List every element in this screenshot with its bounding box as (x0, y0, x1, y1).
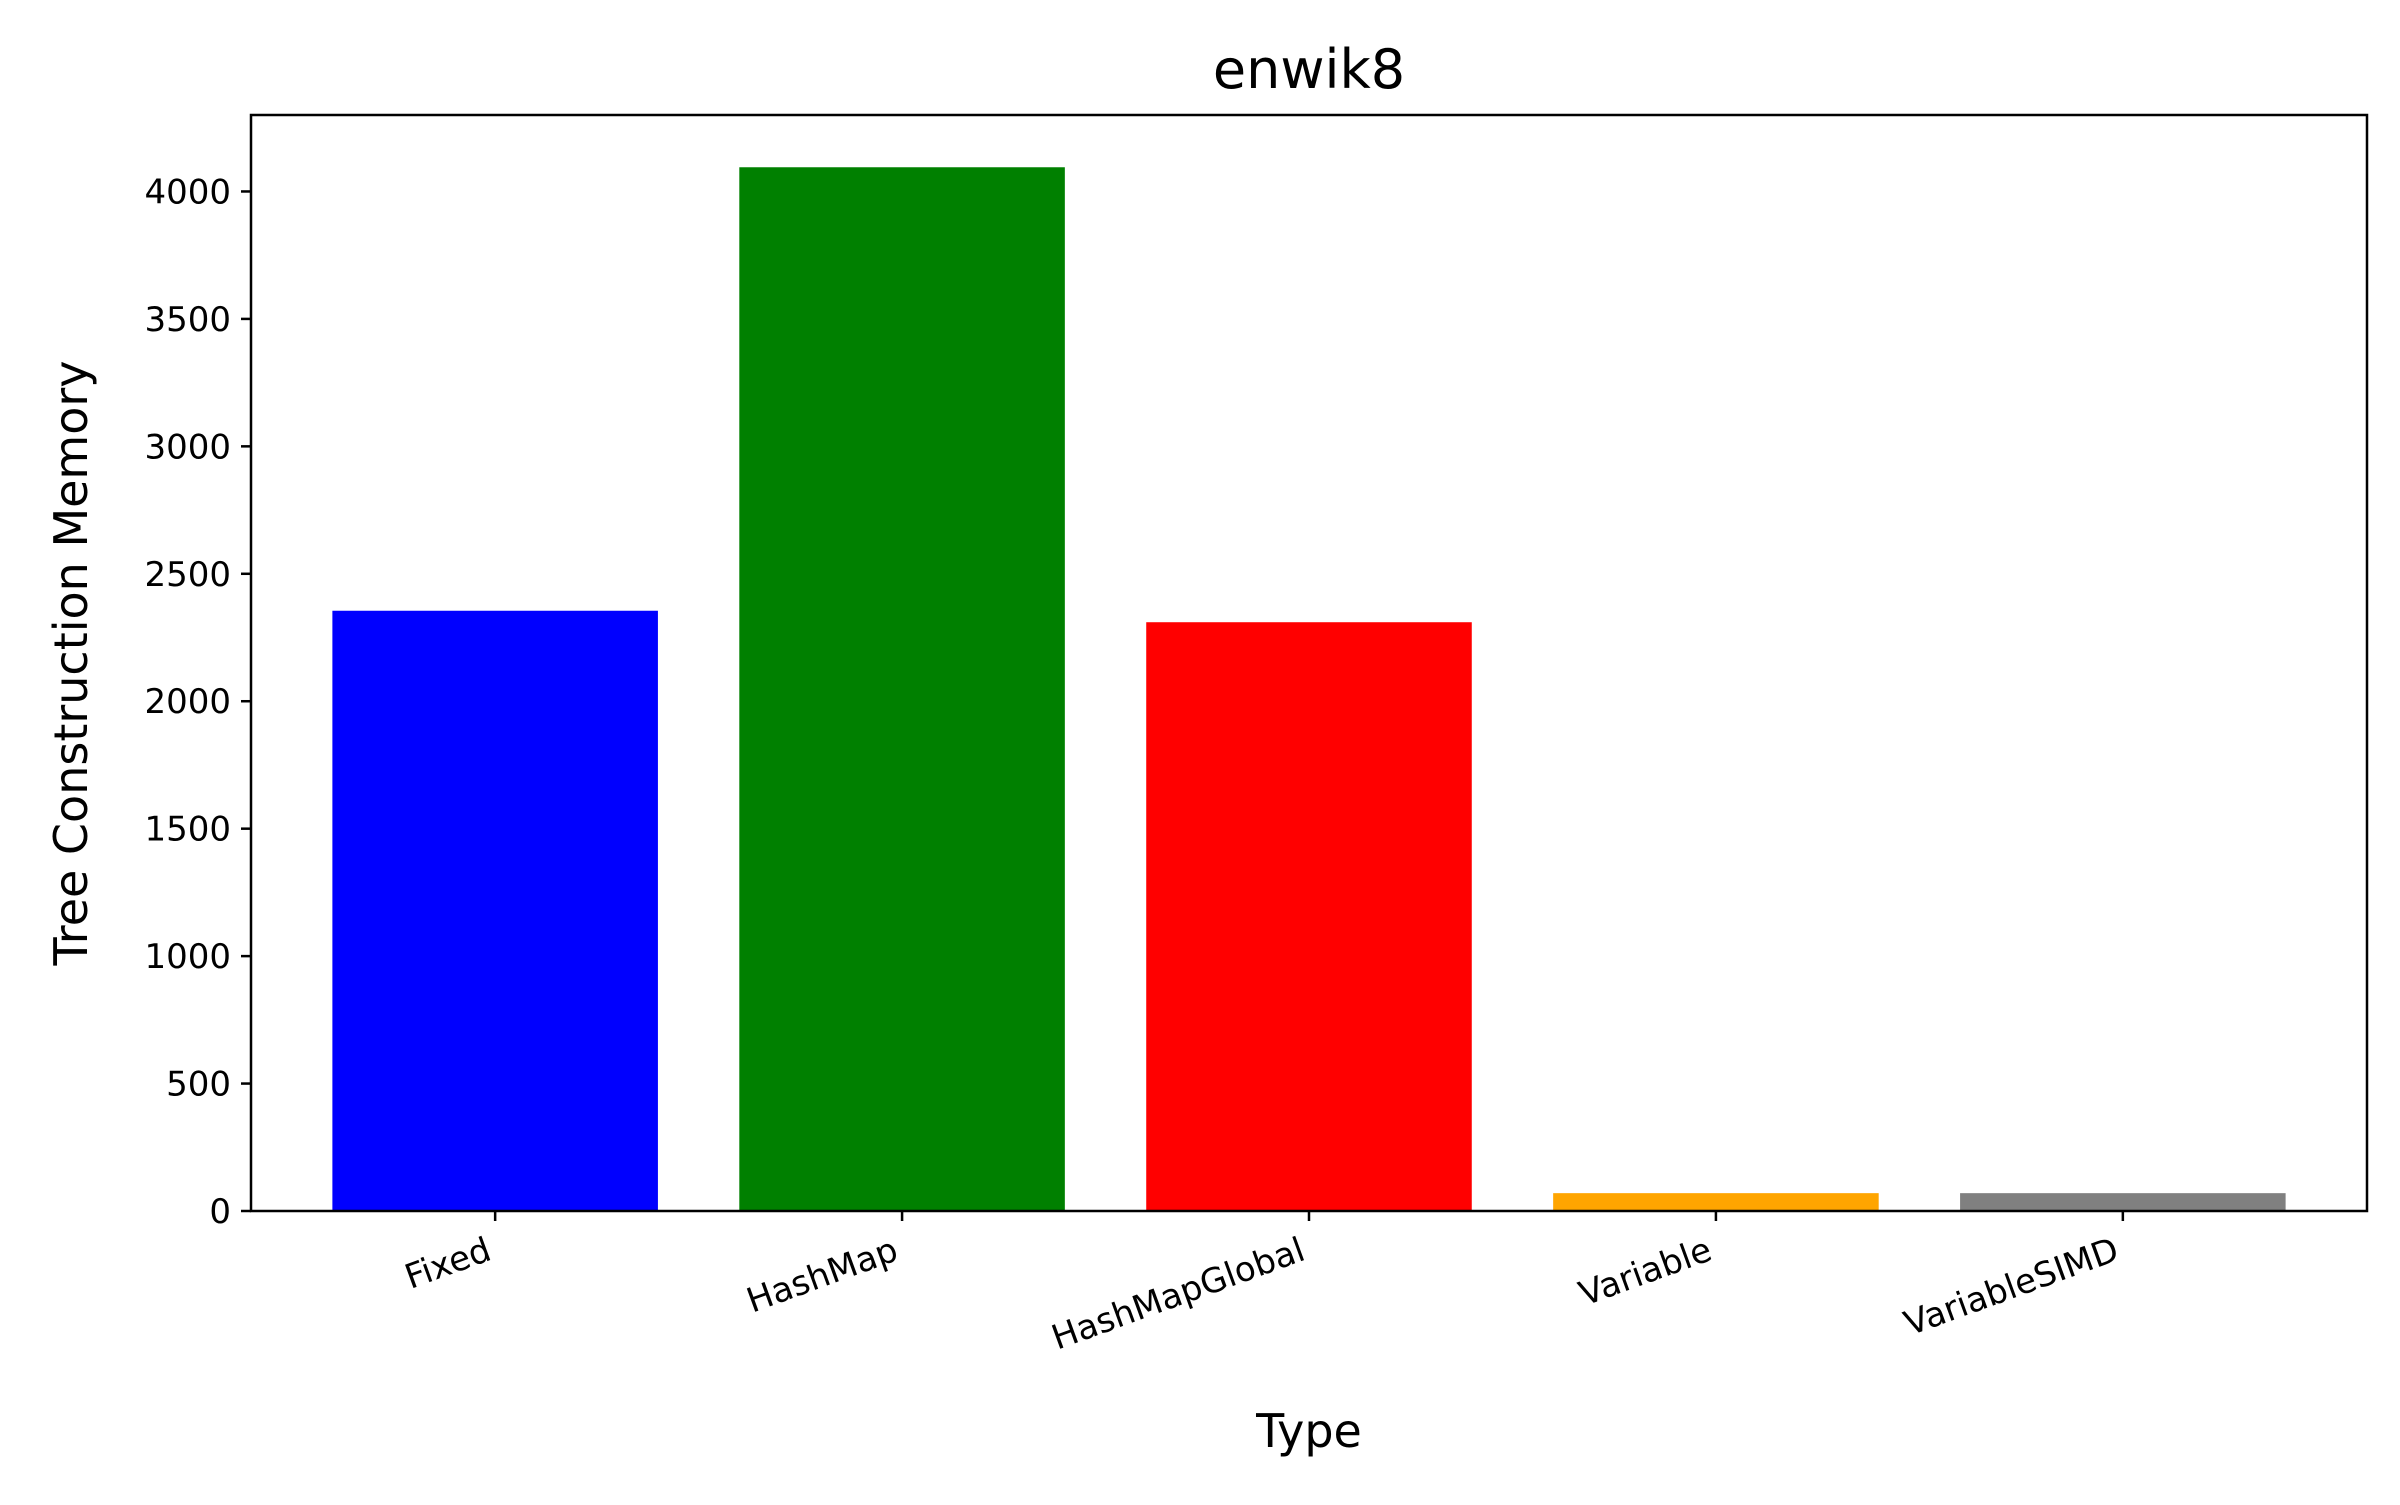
y-tick-label: 2000 (144, 682, 231, 722)
y-axis: 0 500 1000 1500 2000 2500 3000 3500 4000 (144, 172, 251, 1232)
chart-title: enwik8 (1213, 38, 1405, 101)
y-tick-label: 1000 (144, 937, 231, 977)
y-tick-label: 3500 (144, 300, 231, 340)
y-tick-label: 0 (209, 1192, 231, 1232)
bar-hashmap (739, 167, 1065, 1211)
bar-hashmapglobal (1146, 622, 1472, 1211)
y-tick-label: 3000 (144, 427, 231, 467)
bar-series (332, 167, 2286, 1211)
y-tick-label: 4000 (144, 172, 231, 212)
bar-fixed (332, 610, 658, 1211)
y-axis-label: Tree Construction Memory (44, 360, 98, 966)
y-tick-label: 1500 (144, 810, 231, 850)
y-tick-label: 2500 (144, 555, 231, 595)
bar-variable (1553, 1193, 1879, 1211)
x-axis-label: Type (1255, 1404, 1362, 1458)
y-tick-label: 500 (166, 1065, 231, 1105)
bar-variablesimd (1960, 1193, 2286, 1211)
